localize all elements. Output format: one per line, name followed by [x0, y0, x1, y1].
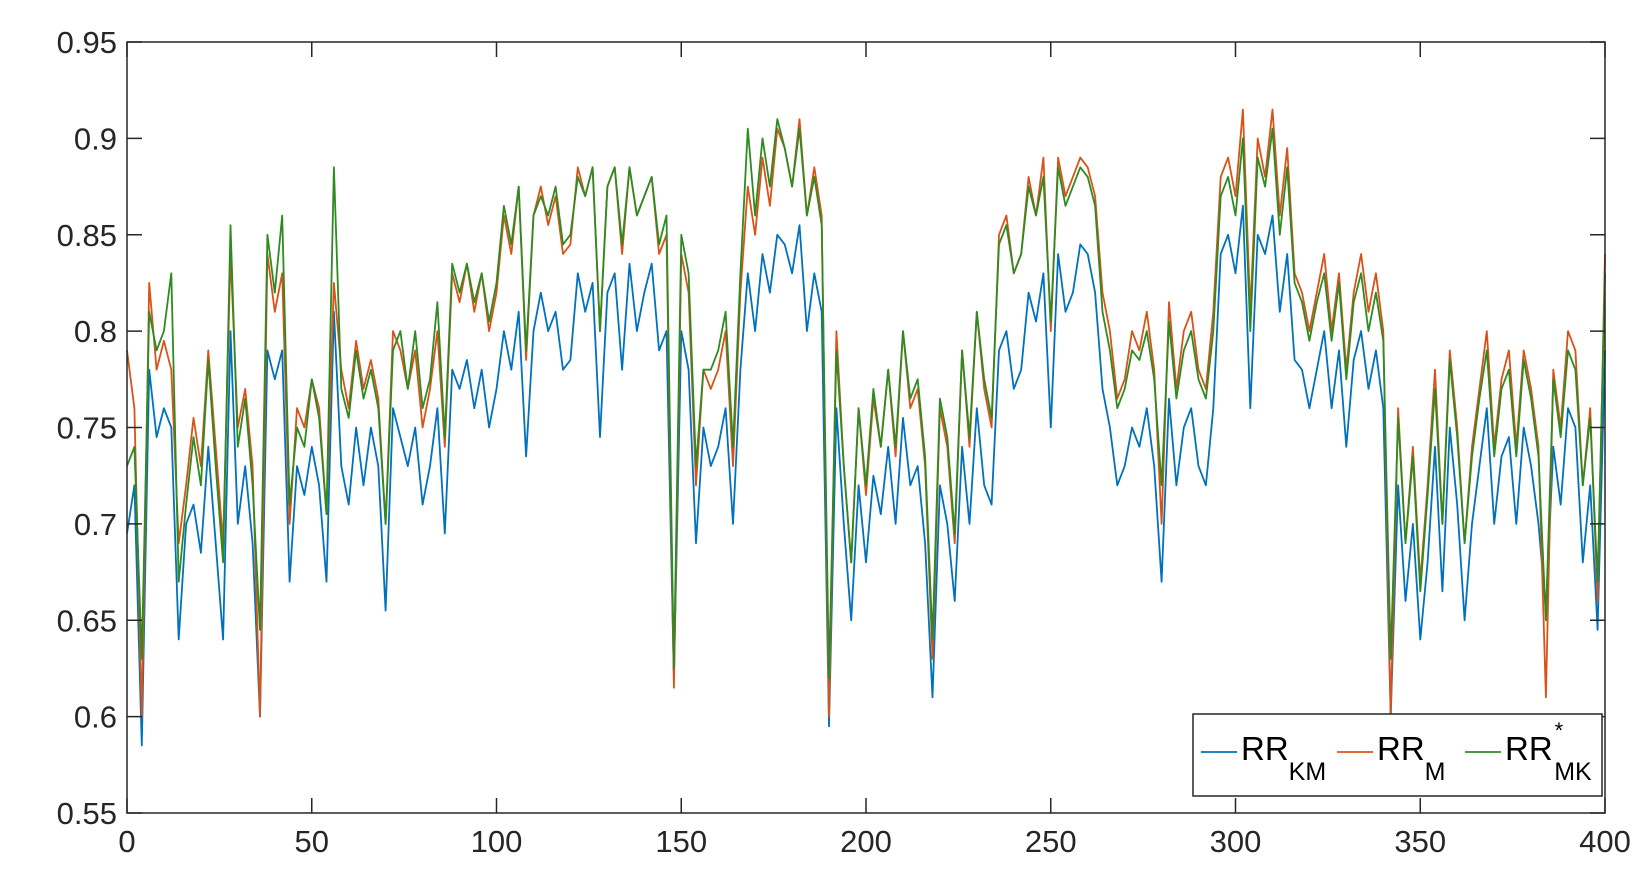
y-tick-label: 0.75 — [57, 411, 117, 446]
series-line-1 — [126, 108, 1606, 718]
x-tick-label: 350 — [1394, 824, 1446, 859]
series-line-2 — [126, 118, 1606, 679]
x-tick-label: 150 — [655, 824, 707, 859]
y-tick-label: 0.55 — [57, 796, 117, 831]
y-tick-label: 0.95 — [57, 25, 117, 60]
x-tick-label: 50 — [295, 824, 329, 859]
x-tick-label: 100 — [471, 824, 523, 859]
x-tick-label: 0 — [118, 824, 135, 859]
y-tick-label: 0.65 — [57, 603, 117, 638]
legend-label-0: RRKM — [1241, 730, 1326, 786]
x-tick-label: 250 — [1025, 824, 1077, 859]
y-tick-label: 0.85 — [57, 218, 117, 253]
legend: RRKM RRM RR* MK — [1192, 713, 1603, 797]
tick-layer: 0 50 100 150 200 250 300 350 400 0.55 0.6 0.65 0.7 0.… — [57, 25, 1631, 859]
y-tick-label: 0.7 — [74, 507, 117, 542]
y-tick-label: 0.9 — [74, 121, 117, 156]
y-tick-label: 0.6 — [74, 700, 117, 735]
series-line-0 — [126, 204, 1606, 747]
y-tick-label: 0.8 — [74, 314, 117, 349]
x-tick-label: 300 — [1210, 824, 1262, 859]
legend-box — [1192, 713, 1603, 797]
legend-label-1: RRM — [1377, 730, 1446, 786]
x-tick-label: 400 — [1579, 824, 1631, 859]
series-layer — [126, 108, 1606, 747]
legend-label-2: RR* MK — [1505, 718, 1592, 786]
x-tick-label: 200 — [840, 824, 892, 859]
